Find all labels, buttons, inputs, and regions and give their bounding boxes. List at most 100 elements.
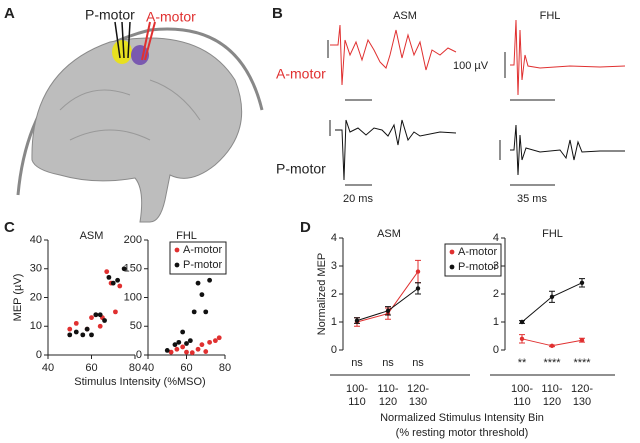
annotation: **** [543, 357, 561, 369]
point [113, 309, 118, 315]
point [97, 312, 103, 318]
point [519, 336, 525, 341]
legend-box [444, 243, 502, 277]
point [187, 338, 193, 344]
point [73, 320, 79, 326]
chart-title: ASM [80, 230, 104, 242]
y-tick-label: 1 [493, 316, 499, 328]
point [199, 342, 205, 348]
chart-title: FHL [176, 230, 197, 242]
annotation: **** [573, 357, 591, 369]
y-tick-label: 0 [136, 349, 142, 361]
x-tick-label: 80 [219, 362, 231, 374]
legend-label: A-motor [183, 244, 222, 256]
y-tick-label: 0 [331, 344, 337, 356]
brain-sulci [59, 79, 201, 141]
point [89, 332, 94, 338]
point [102, 318, 107, 323]
point [93, 312, 99, 318]
y-tick-label: 100 [124, 291, 142, 303]
x-axis-label: Normalized Stimulus Intensity Bin [380, 412, 544, 424]
y-tick-label: 2 [493, 288, 499, 300]
y-tick-label: 3 [493, 260, 499, 272]
y-tick-label: 50 [130, 320, 142, 332]
trace [330, 24, 457, 86]
point [385, 308, 391, 313]
y-tick-label: 200 [124, 234, 142, 246]
x-tick-label: 60 [180, 362, 192, 374]
x-tick-label: 40 [142, 362, 154, 374]
legend-marker [174, 262, 180, 268]
point [195, 346, 201, 352]
y-tick-label: 20 [30, 291, 42, 303]
panel-label: D [300, 219, 311, 236]
y-tick-label: 30 [30, 263, 42, 275]
point [80, 332, 86, 338]
point [117, 283, 123, 289]
point [184, 349, 189, 355]
point [199, 292, 205, 298]
panel-label: C [4, 219, 15, 236]
point [110, 280, 116, 286]
trace [335, 119, 457, 181]
point [207, 339, 213, 345]
point [203, 349, 209, 354]
point [212, 338, 218, 344]
point [67, 332, 73, 338]
x-axis-label: Stimulus Intensity (%MSO) [74, 376, 205, 388]
point [216, 335, 222, 341]
legend-label: A-motor [458, 246, 497, 258]
point [354, 318, 360, 323]
x-tick-label: 80 [129, 362, 141, 374]
x-tick-label: 40 [42, 362, 54, 374]
brain [31, 37, 243, 223]
time-scale: 20 ms [343, 193, 373, 205]
point [549, 343, 555, 348]
x-tick-label: 120-130 [406, 383, 430, 408]
y-tick-label: 2 [331, 288, 337, 300]
trace [510, 124, 625, 176]
y-axis-label: MEP (µV) [12, 274, 24, 322]
y-tick-label: 40 [30, 234, 42, 246]
y-tick-label: 4 [493, 232, 499, 244]
point [172, 342, 178, 348]
point [207, 277, 213, 283]
point [579, 338, 585, 343]
point [104, 269, 110, 275]
point [168, 349, 174, 355]
y-tick-label: 0 [493, 344, 499, 356]
x-axis-label: (% resting motor threshold) [396, 427, 529, 439]
point [203, 309, 209, 315]
point [189, 350, 195, 356]
point [67, 326, 73, 332]
point [89, 315, 94, 321]
panel-label: B [272, 5, 283, 22]
y-tick-label: 0 [36, 349, 42, 361]
point [415, 286, 421, 291]
point [121, 266, 127, 272]
y-tick-label: 150 [124, 263, 142, 275]
annotation: ns [351, 357, 363, 369]
legend-label: P-motor [183, 259, 222, 271]
x-tick-label: 110-120 [377, 383, 399, 408]
point [415, 269, 421, 274]
legend-box [169, 241, 227, 275]
y-tick-label: 1 [331, 316, 337, 328]
panel-label: A [4, 5, 15, 22]
point [184, 341, 189, 346]
column-title: ASM [393, 10, 417, 22]
x-tick-label: 60 [85, 362, 97, 374]
chart-title: FHL [542, 228, 563, 240]
label: A-motor [146, 9, 196, 25]
p-motor-area [112, 40, 132, 64]
x-tick-label: 100-110 [510, 383, 534, 408]
point [180, 329, 186, 335]
row-title: P-motor [276, 161, 326, 177]
point [519, 319, 525, 325]
point [180, 344, 186, 350]
annotation: ns [412, 357, 424, 369]
x-tick-label: 110-120 [541, 383, 563, 408]
point [174, 346, 180, 352]
point [191, 309, 197, 315]
